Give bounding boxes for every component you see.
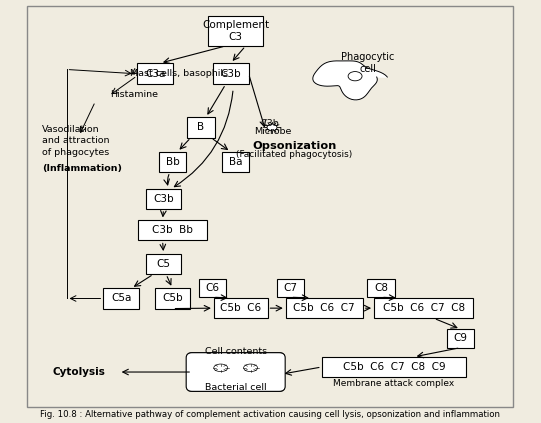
Text: C5b  C6  C7  C8  C9: C5b C6 C7 C8 C9 [342, 362, 445, 372]
Text: C5a: C5a [111, 294, 131, 303]
FancyBboxPatch shape [374, 298, 473, 318]
Ellipse shape [214, 364, 228, 371]
Text: Cytolysis: Cytolysis [52, 367, 105, 377]
FancyBboxPatch shape [286, 298, 363, 318]
Text: C5: C5 [156, 259, 170, 269]
Text: Bb: Bb [166, 157, 180, 167]
FancyBboxPatch shape [199, 279, 227, 297]
FancyBboxPatch shape [146, 254, 181, 274]
FancyBboxPatch shape [146, 189, 181, 209]
Text: Mast cells, basophils: Mast cells, basophils [130, 69, 228, 78]
Text: C3b: C3b [261, 119, 279, 128]
FancyBboxPatch shape [186, 353, 285, 391]
Text: Membrane attack complex: Membrane attack complex [333, 379, 454, 388]
Text: Bacterial cell: Bacterial cell [205, 383, 267, 392]
Text: C7: C7 [283, 283, 298, 293]
FancyBboxPatch shape [155, 288, 190, 308]
Text: C5b  C6: C5b C6 [220, 303, 261, 313]
Ellipse shape [348, 71, 362, 81]
Text: C6: C6 [206, 283, 220, 293]
Text: C5b: C5b [162, 294, 183, 303]
Text: Ba: Ba [229, 157, 242, 167]
Polygon shape [313, 61, 387, 100]
Text: C3b  Bb: C3b Bb [152, 225, 193, 236]
FancyBboxPatch shape [367, 279, 394, 297]
FancyBboxPatch shape [276, 279, 304, 297]
Text: C5b  C6  C7  C8: C5b C6 C7 C8 [382, 303, 465, 313]
Text: Complement
C3: Complement C3 [202, 20, 269, 41]
FancyBboxPatch shape [187, 353, 284, 391]
Text: C3b: C3b [220, 69, 241, 79]
FancyBboxPatch shape [447, 329, 474, 348]
FancyBboxPatch shape [187, 117, 215, 137]
Text: C8: C8 [374, 283, 388, 293]
Text: Opsonization: Opsonization [252, 141, 337, 151]
Text: Cell contents: Cell contents [204, 346, 267, 355]
FancyBboxPatch shape [103, 288, 139, 308]
FancyBboxPatch shape [159, 152, 186, 172]
Text: Histamine: Histamine [110, 90, 159, 99]
Text: C9: C9 [453, 333, 467, 343]
Text: Microbe: Microbe [255, 127, 292, 136]
Text: Fig. 10.8 : Alternative pathway of complement activation causing cell lysis, ops: Fig. 10.8 : Alternative pathway of compl… [41, 409, 500, 418]
FancyBboxPatch shape [214, 298, 267, 318]
FancyBboxPatch shape [322, 357, 466, 377]
FancyBboxPatch shape [208, 16, 263, 46]
FancyBboxPatch shape [137, 220, 207, 241]
Text: Phagocytic
cell: Phagocytic cell [341, 52, 394, 74]
FancyBboxPatch shape [137, 63, 173, 84]
Ellipse shape [243, 364, 258, 371]
Text: Vasodilation
and attraction
of phagocytes: Vasodilation and attraction of phagocyte… [42, 125, 109, 157]
Text: C3b: C3b [153, 194, 174, 204]
Ellipse shape [267, 124, 277, 131]
Text: B: B [197, 122, 204, 132]
FancyBboxPatch shape [222, 152, 249, 172]
Text: (Facilitated phagocytosis): (Facilitated phagocytosis) [236, 150, 353, 159]
FancyBboxPatch shape [213, 63, 249, 84]
Text: (Inflammation): (Inflammation) [42, 164, 122, 173]
Text: C3a: C3a [145, 69, 165, 79]
Text: C5b  C6  C7: C5b C6 C7 [293, 303, 355, 313]
